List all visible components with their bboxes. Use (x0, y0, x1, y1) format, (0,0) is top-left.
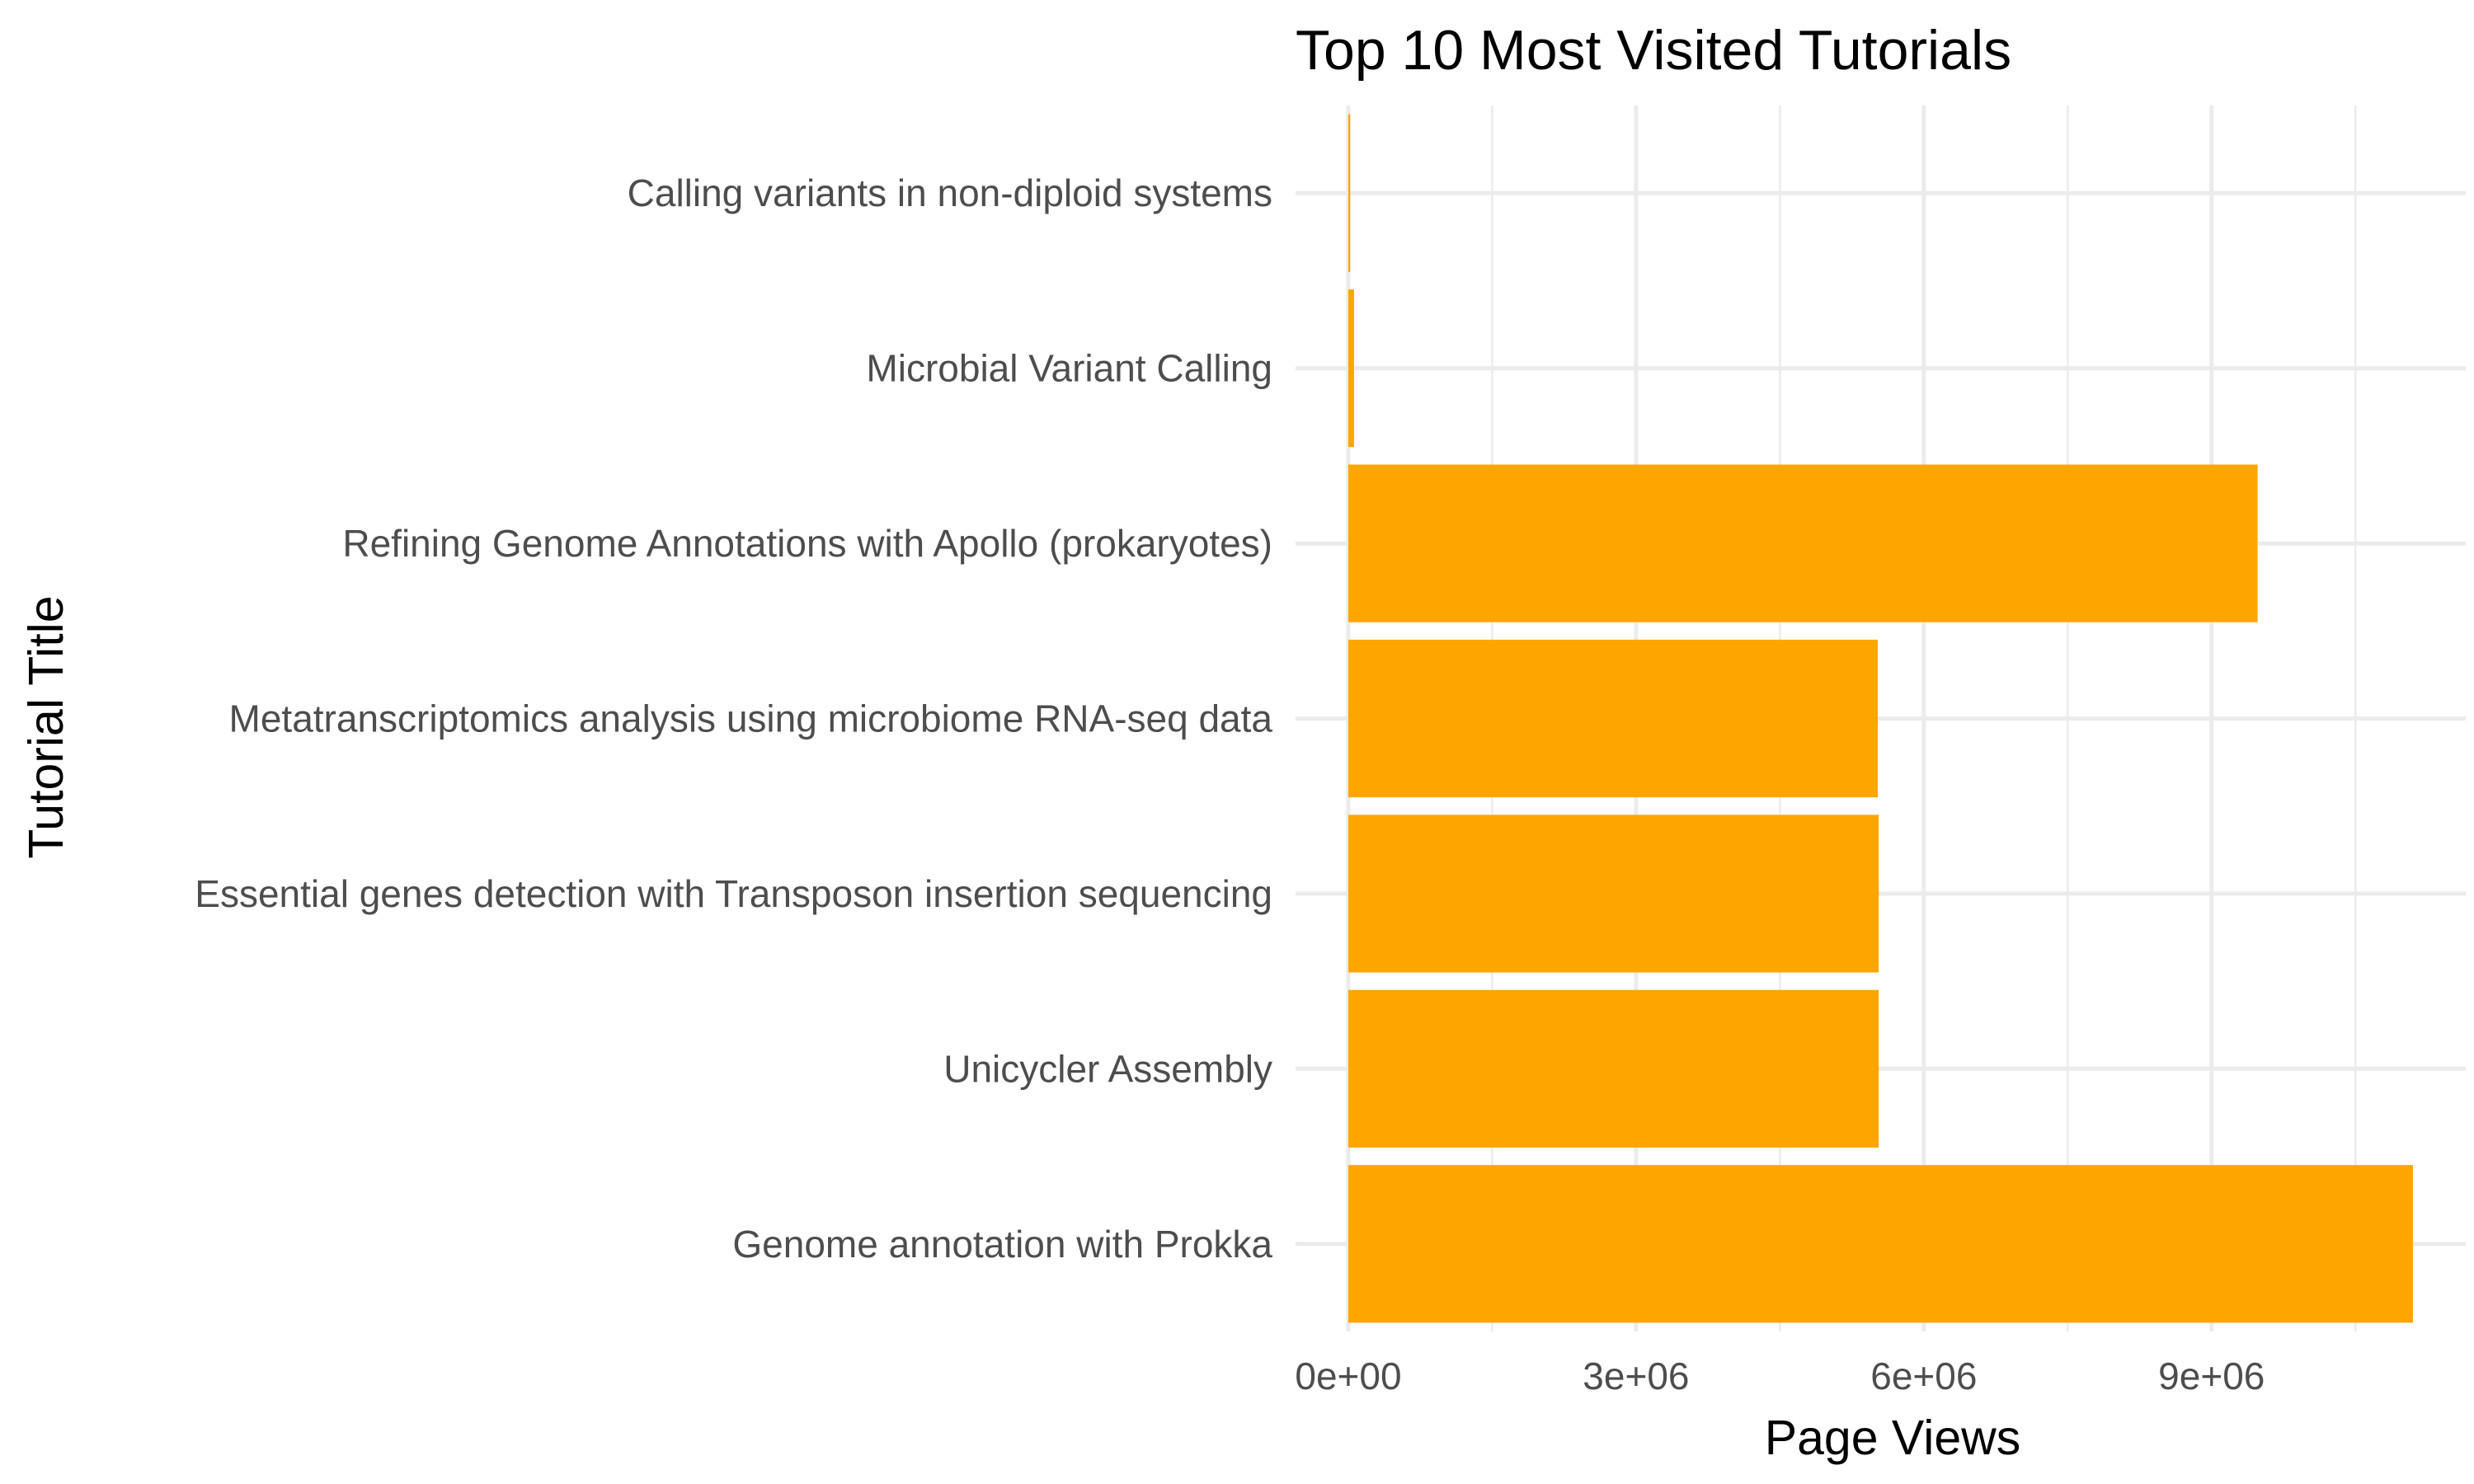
bar (1348, 289, 1354, 448)
bar (1348, 989, 1879, 1148)
y-tick-label: Genome annotation with Prokka (732, 1223, 1272, 1266)
y-axis-tick-labels: Calling variants in non-diploid systems M… (195, 171, 1272, 1266)
bar (1348, 815, 1879, 973)
y-tick-label: Essential genes detection with Transposo… (195, 872, 1272, 915)
bar (1348, 639, 1879, 798)
bar (1348, 114, 1351, 272)
y-tick-label: Metatranscriptomics analysis using micro… (229, 697, 1273, 740)
x-tick-label: 9e+06 (2158, 1355, 2265, 1397)
y-tick-label: Microbial Variant Calling (866, 347, 1272, 390)
y-tick-label: Refining Genome Annotations with Apollo … (342, 522, 1272, 565)
bar (1348, 464, 2258, 622)
y-tick-label: Unicycler Assembly (943, 1047, 1272, 1090)
x-axis-title: Page Views (1765, 1411, 2021, 1465)
x-tick-label: 0e+00 (1295, 1355, 1401, 1397)
x-tick-label: 6e+06 (1870, 1355, 1977, 1397)
chart-title: Top 10 Most Visited Tutorials (1296, 19, 2011, 82)
x-axis-tick-labels: 0e+00 3e+06 6e+06 9e+06 (1295, 1355, 2265, 1397)
x-tick-label: 3e+06 (1583, 1355, 1689, 1397)
bar (1348, 1165, 2414, 1323)
y-axis-title: Tutorial Title (19, 595, 73, 858)
bars (1348, 114, 2414, 1323)
y-tick-label: Calling variants in non-diploid systems (628, 171, 1272, 214)
